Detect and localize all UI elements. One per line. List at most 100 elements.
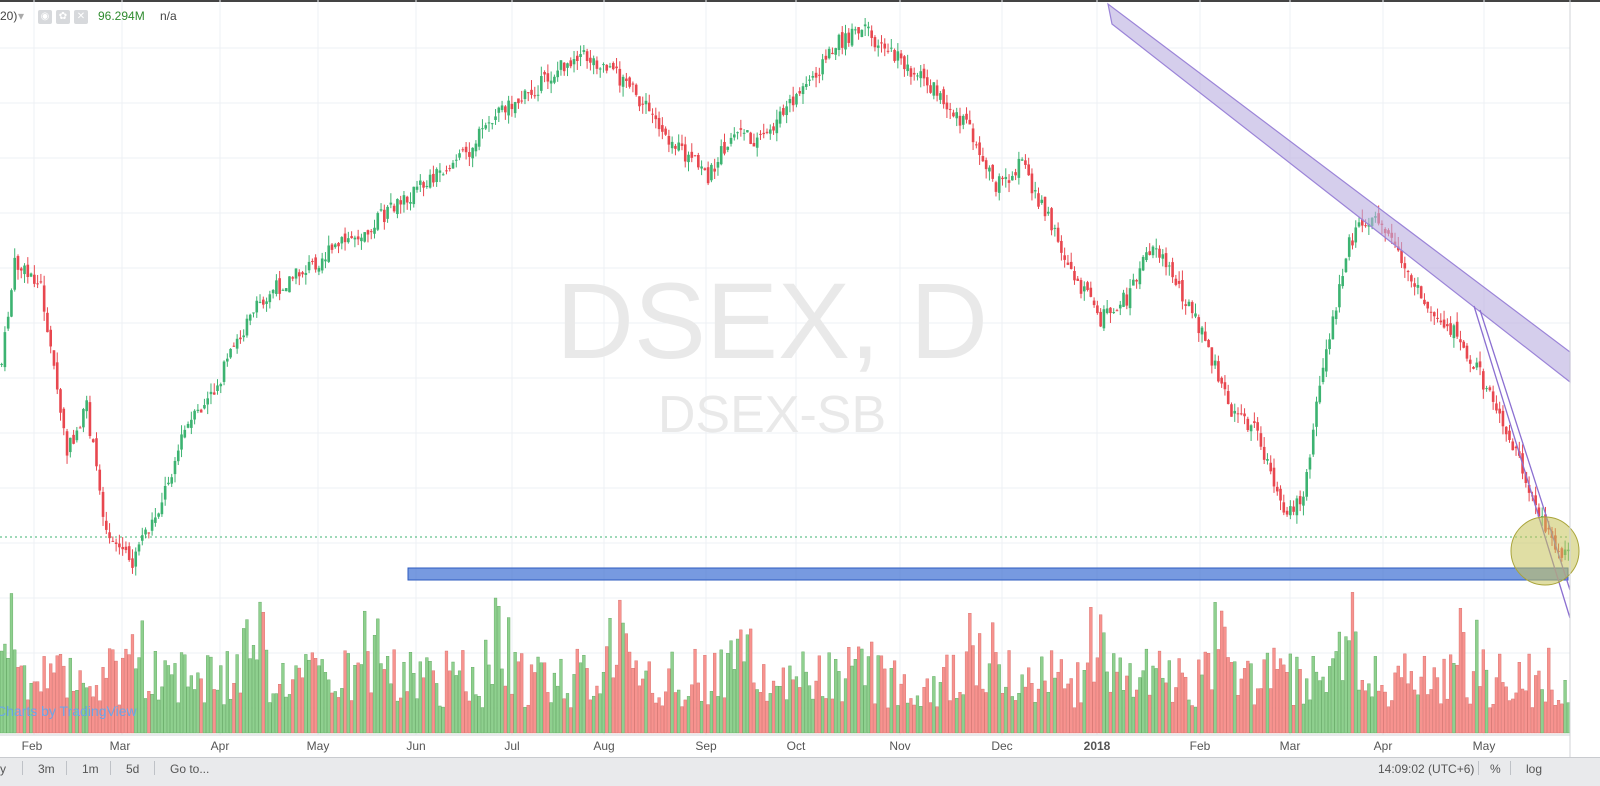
volume-bar <box>493 597 498 734</box>
candle-body <box>1053 227 1057 229</box>
candle-body <box>1403 263 1407 269</box>
volume-bar <box>127 654 131 734</box>
candle-body <box>873 37 877 48</box>
candle-body <box>1478 361 1482 368</box>
candle-body <box>801 86 805 95</box>
candle-body <box>212 392 216 395</box>
volume-bar <box>971 645 975 734</box>
candle-body <box>399 200 402 205</box>
volume-bar <box>333 691 337 734</box>
tradingview-branding[interactable]: Charts by TradingView <box>0 703 137 719</box>
candle-body <box>975 144 978 146</box>
volume-bar <box>1128 663 1132 734</box>
volume-bar <box>1350 592 1355 734</box>
volume-bar <box>958 692 962 734</box>
volume-bar <box>634 660 638 734</box>
candle-body <box>1177 280 1181 284</box>
volume-bar <box>879 655 884 734</box>
candle-body <box>922 68 926 79</box>
volume-bar <box>402 661 406 734</box>
volume-bar <box>1049 650 1054 734</box>
volume-bar <box>98 700 102 734</box>
candle-body <box>461 149 465 151</box>
volume-bar <box>595 685 599 734</box>
volume-bar <box>578 662 583 734</box>
volume-bar <box>1386 706 1391 734</box>
candle-body <box>814 72 818 78</box>
volume-bar <box>919 706 923 734</box>
candle-body <box>536 94 540 96</box>
timeframe-5d[interactable]: 5d <box>126 762 140 776</box>
volume-bar <box>742 661 746 734</box>
candle-body <box>1262 446 1266 460</box>
volume-bar <box>847 647 851 734</box>
volume-bar <box>608 618 612 734</box>
volume-bar <box>1360 680 1364 734</box>
candle-body <box>1151 246 1155 256</box>
eye-icon[interactable]: ◉ <box>38 10 52 24</box>
candle-body <box>1289 506 1292 516</box>
highlight-circle[interactable] <box>1510 516 1580 586</box>
volume-bar <box>261 611 265 734</box>
volume-bar <box>1265 652 1270 734</box>
volume-bar <box>1105 671 1109 734</box>
volume-bar <box>1292 705 1296 734</box>
volume-bar <box>575 648 579 734</box>
volume-bar <box>814 680 818 734</box>
candle-body <box>33 274 36 284</box>
timeframe-3m[interactable]: 3m <box>38 762 55 776</box>
close-icon[interactable]: ✕ <box>74 10 88 24</box>
percent-toggle[interactable]: % <box>1490 762 1501 776</box>
candle-body <box>549 80 553 84</box>
volume-bar <box>749 628 753 734</box>
volume-bar <box>994 652 998 734</box>
volume-bar <box>677 689 681 734</box>
support-zone[interactable] <box>407 567 1569 581</box>
volume-bar <box>569 707 573 734</box>
chevron-down-icon[interactable]: ▾ <box>18 9 25 23</box>
goto-button[interactable]: Go to... <box>170 762 210 776</box>
volume-bar <box>134 668 138 734</box>
volume-bar <box>1066 683 1070 734</box>
candle-body <box>13 257 17 290</box>
volume-bar <box>464 691 468 734</box>
log-toggle[interactable]: log <box>1526 762 1543 776</box>
volume-bar <box>117 704 121 734</box>
volume-bar <box>248 658 252 734</box>
x-tick-label: Jun <box>406 739 425 753</box>
gear-icon[interactable]: ✿ <box>56 10 70 24</box>
timeframe-1m[interactable]: 1m <box>82 762 99 776</box>
volume-bar <box>559 658 563 734</box>
candle-body <box>785 106 788 116</box>
timeframe-y[interactable]: y <box>0 762 6 776</box>
volume-bar <box>1177 658 1181 734</box>
candle-body <box>412 186 416 205</box>
volume-bar <box>372 635 377 734</box>
volume-bar <box>1220 610 1224 734</box>
volume-bar <box>1429 689 1433 734</box>
volume-bar <box>91 696 95 734</box>
volume-bar <box>699 701 704 734</box>
resistance-channel[interactable] <box>1107 2 1571 384</box>
candle-body <box>366 230 370 235</box>
volume-bar <box>1543 701 1548 734</box>
candle-body <box>170 477 174 484</box>
volume-bar <box>503 685 507 734</box>
volume-bar <box>222 704 226 734</box>
volume-bar <box>1458 607 1463 734</box>
candle-body <box>454 159 458 161</box>
candle-body <box>458 153 461 158</box>
candle-body <box>42 285 46 312</box>
volume-bar <box>1547 647 1551 734</box>
candle-body <box>932 82 936 96</box>
candle-body <box>124 546 128 551</box>
volume-bar <box>310 652 314 734</box>
candle-body <box>1514 446 1518 449</box>
volume-bar <box>1275 669 1279 734</box>
candle-body <box>1141 256 1145 271</box>
candle-body <box>327 245 331 262</box>
candle-body <box>271 289 275 294</box>
volume-bar <box>1242 668 1247 734</box>
volume-bar <box>209 656 213 734</box>
